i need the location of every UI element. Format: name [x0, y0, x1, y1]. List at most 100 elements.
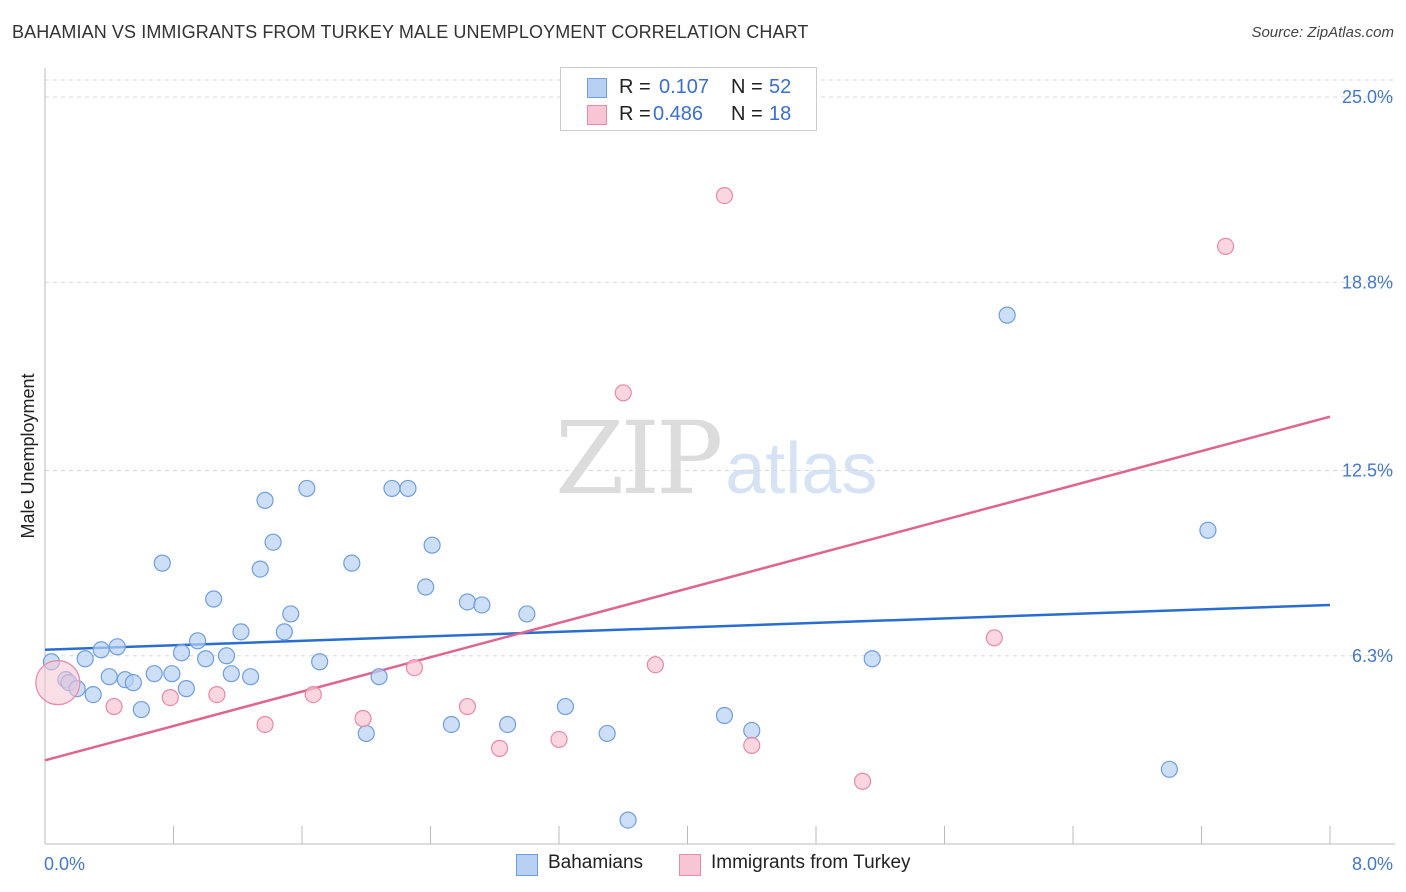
data-point [256, 715, 274, 734]
chart-title: BAHAMIAN VS IMMIGRANTS FROM TURKEY MALE … [12, 22, 809, 42]
data-point [383, 479, 401, 498]
data-point [550, 730, 568, 749]
data-point [161, 688, 179, 707]
tick-labels: 6.3% 12.5% 18.8% 25.0% 0.0% 8.0% [44, 87, 1393, 874]
legend-n-value: 18 [769, 103, 792, 125]
legend-n-label: N = [731, 103, 763, 125]
data-point [172, 644, 191, 662]
data-point [598, 724, 616, 743]
data-point [282, 605, 300, 623]
watermark: ZIPatlas [555, 400, 877, 517]
data-point [473, 596, 491, 614]
y-tick-label: 18.8% [1342, 272, 1393, 292]
data-point [188, 632, 207, 650]
data-point [985, 629, 1003, 647]
legend-n-label: N = [731, 76, 763, 98]
legend-r-value: 0.486 [653, 103, 704, 125]
data-point [619, 811, 637, 829]
bottom-legend-label-bahamians: Bahamians [548, 852, 644, 873]
data-point [743, 736, 761, 754]
trend-line-bahamians [44, 603, 1331, 652]
legend-n-value: 52 [769, 76, 792, 98]
bottom-legend-label-turkey: Immigrants from Turkey [711, 852, 911, 873]
data-point [76, 650, 94, 668]
data-point [124, 674, 142, 692]
y-axis-label: Male Unemployment [18, 373, 38, 538]
data-point [242, 668, 260, 686]
data-point [208, 685, 226, 704]
legend-r-label: R = [619, 103, 651, 125]
legend-swatch-bahamians [587, 78, 607, 98]
data-point [153, 554, 171, 572]
data-point [145, 665, 163, 683]
data-point [343, 554, 361, 572]
data-point [863, 650, 881, 668]
data-point [92, 641, 110, 659]
gridlines [45, 79, 1395, 657]
watermark-zip: ZIP [555, 400, 723, 517]
legend-r-value: 0.107 [659, 76, 710, 98]
data-point [251, 560, 269, 578]
data-point [197, 650, 215, 668]
data-point [499, 715, 517, 734]
data-point [304, 685, 322, 704]
source-label: Source: ZipAtlas.com [1251, 24, 1394, 41]
data-point [35, 660, 81, 706]
data-point [275, 623, 293, 641]
data-point [417, 578, 435, 596]
data-point [458, 697, 477, 716]
legend-swatch-turkey [587, 105, 607, 125]
y-tick-label: 12.5% [1342, 461, 1393, 481]
data-point [354, 709, 372, 728]
data-point [264, 533, 282, 551]
axes [44, 68, 1395, 845]
bottom-legend-swatch-bahamians [516, 854, 538, 876]
data-point [442, 715, 460, 734]
data-point [177, 680, 195, 698]
bottom-legend-swatch-turkey [679, 854, 701, 876]
y-tick-label: 6.3% [1352, 646, 1393, 666]
data-point [458, 593, 477, 611]
data-point [105, 697, 123, 716]
data-point [614, 384, 632, 402]
data-point [256, 491, 274, 509]
x-tick-label: 0.0% [44, 854, 85, 874]
data-point [423, 536, 441, 554]
trend-line-immigrants-from-turkey [44, 415, 1331, 762]
data-point [556, 697, 575, 716]
data-point [311, 653, 329, 671]
data-point [405, 659, 424, 677]
y-tick-label: 25.0% [1342, 87, 1393, 107]
data-point [518, 605, 536, 623]
correlation-legend: R = 0.107 N = 52 R = 0.486 N = 18 [560, 67, 817, 131]
data-point [853, 772, 872, 790]
data-point [205, 590, 223, 608]
x-tick-label: 8.0% [1352, 854, 1393, 874]
data-point [132, 700, 150, 719]
data-point [357, 724, 375, 743]
data-point [1199, 521, 1217, 539]
data-point [715, 187, 734, 205]
data-point [84, 685, 102, 704]
data-point [163, 665, 181, 683]
watermark-atlas: atlas [725, 429, 878, 509]
data-point [370, 668, 388, 686]
data-points [35, 187, 1235, 829]
data-point [743, 721, 761, 740]
data-point [490, 739, 509, 757]
data-point [100, 668, 118, 686]
data-point [998, 306, 1016, 324]
data-point [715, 706, 734, 725]
data-point [399, 479, 417, 498]
trend-lines [44, 415, 1331, 762]
data-point [1216, 237, 1235, 255]
data-point [222, 665, 240, 683]
data-point [217, 647, 236, 665]
data-point [646, 656, 664, 674]
data-point [298, 479, 316, 498]
data-point [1160, 760, 1178, 778]
legend-r-label: R = [619, 76, 651, 98]
data-point [232, 623, 250, 641]
data-point [108, 638, 126, 656]
